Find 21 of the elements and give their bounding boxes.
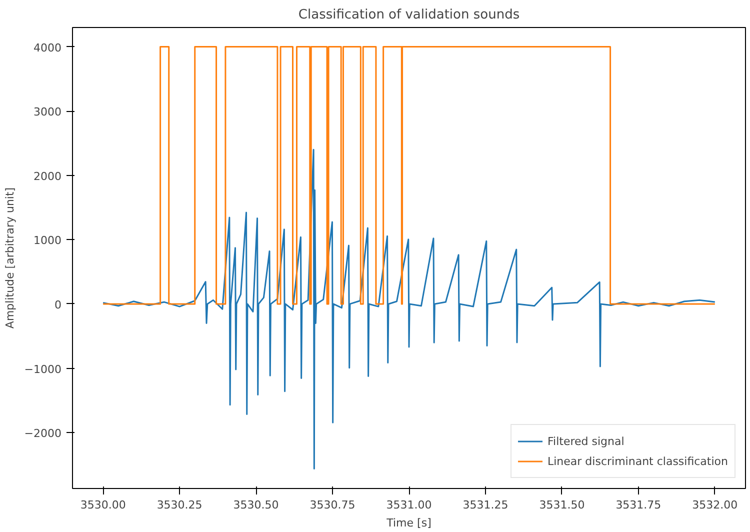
x-tick-label: 3531.00 [386, 498, 432, 512]
legend-label: Filtered signal [548, 434, 624, 448]
legend-label: Linear discriminant classification [548, 454, 728, 468]
x-tick-label: 3531.25 [462, 498, 508, 512]
x-tick-label: 3530.75 [310, 498, 356, 512]
x-tick-label: 3531.75 [616, 498, 662, 512]
y-tick-label: 0 [54, 298, 62, 312]
y-tick-label: 4000 [34, 41, 62, 54]
x-axis-title: Time [s] [386, 516, 432, 530]
y-tick-label: −2000 [24, 427, 62, 440]
chart-title: Classification of validation sounds [298, 8, 520, 22]
x-tick-label: 3530.25 [156, 498, 202, 512]
y-tick-label: 1000 [34, 234, 62, 248]
y-tick-label: −1000 [24, 362, 62, 376]
x-tick-label: 3530.50 [233, 498, 279, 512]
x-tick-label: 3532.00 [692, 498, 738, 512]
y-tick-label: 2000 [34, 170, 62, 183]
y-axis-title: Amplitude [arbitrary unit] [3, 187, 16, 329]
x-tick-label: 3530.00 [80, 498, 126, 512]
x-tick-label: 3531.50 [539, 498, 585, 512]
y-tick-label: 3000 [34, 106, 62, 119]
